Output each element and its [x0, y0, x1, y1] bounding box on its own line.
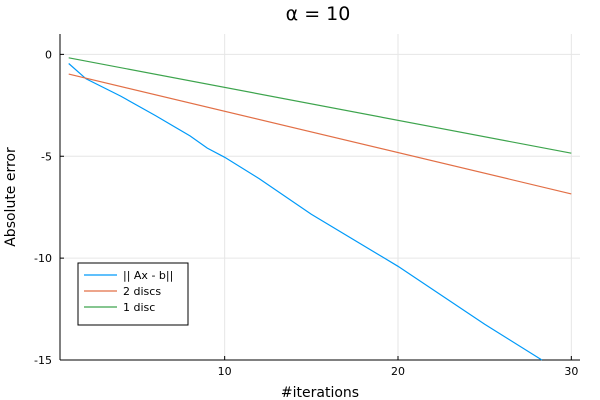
series-line: [68, 63, 543, 361]
x-tick-label: 30: [564, 365, 578, 378]
series-line: [68, 57, 572, 154]
y-tick-label: -15: [34, 354, 52, 367]
x-ticks: 10 20 30: [218, 356, 578, 378]
legend-label: || Ax - b||: [123, 269, 173, 282]
x-tick-label: 20: [391, 365, 405, 378]
legend-box: [77, 262, 189, 326]
series-lines: [68, 57, 572, 361]
y-tick-label: -5: [41, 150, 52, 163]
chart-title: α = 10: [286, 3, 351, 25]
legend-label: 2 discs: [123, 285, 161, 298]
legend: || Ax - b|| 2 discs 1 disc: [77, 262, 189, 326]
legend-label: 1 disc: [123, 301, 155, 314]
y-axis-label: Absolute error: [3, 147, 19, 247]
y-ticks: 0 -5 -10 -15: [34, 48, 64, 367]
y-tick-label: 0: [45, 48, 52, 61]
series-line: [68, 73, 572, 195]
y-tick-label: -10: [34, 252, 52, 265]
x-tick-label: 10: [218, 365, 232, 378]
x-axis-label: #iterations: [281, 385, 359, 400]
